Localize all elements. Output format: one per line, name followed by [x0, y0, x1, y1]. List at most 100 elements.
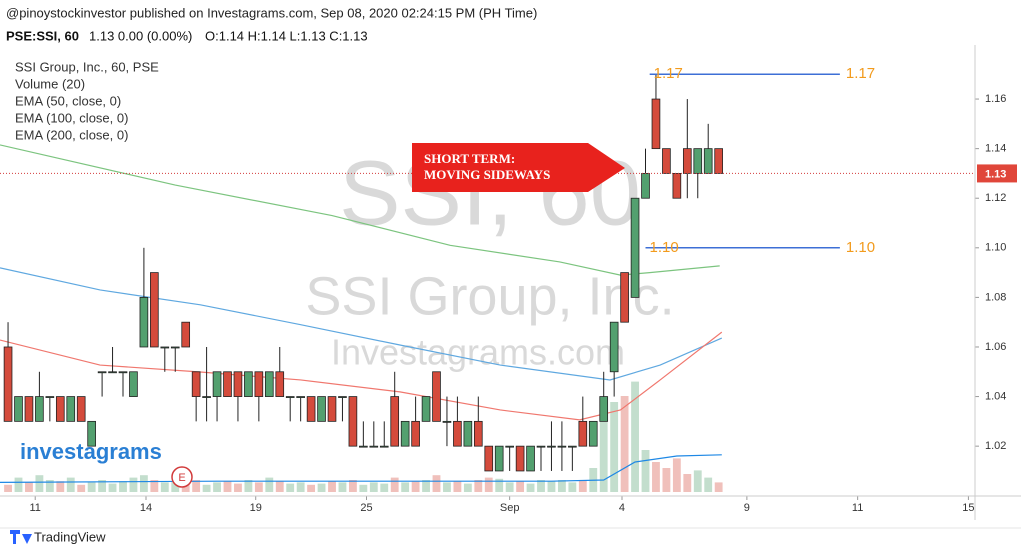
volume-bar [328, 481, 336, 492]
candle-body [557, 445, 567, 448]
candle-body [609, 321, 619, 373]
volume-bar [181, 482, 190, 492]
x-tick-label: 11 [30, 502, 41, 514]
candle-body [348, 396, 358, 447]
candle-body [317, 396, 326, 422]
candle-body [24, 396, 34, 422]
candle-body [296, 396, 305, 398]
candle-body [505, 445, 514, 448]
volume-bar [171, 481, 180, 492]
logo: investagrams [20, 439, 162, 464]
candle-body [662, 148, 671, 174]
volume-bar [578, 480, 587, 492]
volume-bar [380, 483, 389, 492]
volume-bar [432, 475, 441, 492]
x-tick-label: 14 [140, 502, 152, 514]
candle-body [160, 346, 170, 349]
volume-bar [390, 477, 399, 492]
volume-bar [463, 483, 472, 492]
volume-bar [537, 480, 545, 492]
candle-body [223, 371, 232, 397]
ema-line [0, 331, 723, 421]
volume-bar [495, 478, 504, 492]
candle-body [14, 396, 23, 422]
candle-body [641, 173, 650, 199]
candle-body [536, 445, 546, 448]
volume-bar [223, 481, 232, 492]
candle-body [484, 445, 494, 472]
candle-body [547, 445, 556, 448]
candle-body [463, 420, 473, 447]
callout-text: SHORT TERM: [424, 151, 515, 166]
volume-bar [557, 480, 566, 492]
volume-bar [401, 482, 410, 492]
x-tick-label: 4 [619, 502, 625, 514]
candle-body [254, 371, 264, 397]
candle-body [66, 396, 76, 422]
candle-body [306, 396, 316, 422]
volume-bar [56, 481, 65, 492]
y-tick-label: 1.14 [985, 143, 1006, 155]
candle-body [453, 420, 462, 447]
tradingview-icon [10, 530, 32, 544]
watermark-name: SSI Group, Inc. [305, 266, 674, 326]
last-price-label: 1.13 [985, 168, 1006, 180]
candle-body [202, 396, 211, 398]
legend-entry: EMA (100, close, 0) [15, 110, 128, 125]
volume-bar [411, 481, 420, 492]
candle-body [129, 371, 138, 397]
volume-bar [45, 480, 54, 492]
volume-bar [348, 480, 357, 492]
volume-bar [359, 484, 368, 492]
volume-bar [683, 474, 692, 492]
earnings-badge-text[interactable]: E [178, 472, 185, 484]
volume-bar [307, 484, 316, 492]
volume-bar [77, 484, 86, 492]
legend-entry: Volume (20) [15, 76, 85, 91]
level-label: 1.10 [846, 239, 875, 256]
y-tick-label: 1.16 [985, 93, 1006, 105]
volume-bar [286, 483, 295, 492]
candle-body [338, 396, 347, 398]
volume-bar [4, 484, 12, 492]
volume-bar [599, 414, 608, 492]
candle-body [285, 396, 295, 398]
candle-body [703, 148, 713, 174]
legend-entry: SSI Group, Inc., 60, PSE [15, 59, 159, 74]
publish-line: @pinoystockinvestor published on Investa… [6, 5, 537, 20]
level-label: 1.10 [650, 239, 679, 256]
candle-body [108, 371, 117, 374]
callout-text: MOVING SIDEWAYS [424, 167, 550, 182]
level-label: 1.17 [654, 65, 683, 82]
ema-line [0, 267, 723, 381]
volume-bar [631, 381, 639, 492]
x-tick-label: 15 [962, 502, 974, 514]
volume-bar [526, 483, 535, 492]
volume-bar [98, 480, 107, 492]
plot [0, 73, 979, 500]
legend-entry: EMA (200, close, 0) [15, 127, 128, 142]
volume-bar [296, 482, 305, 492]
watermark-site: Investagrams.com [331, 332, 625, 373]
legend-entry: EMA (50, close, 0) [15, 93, 121, 108]
candle-body [411, 420, 420, 447]
callout-box [412, 143, 625, 192]
symbol: PSE:SSI, 60 [6, 28, 79, 43]
chart-background [0, 45, 1021, 520]
earnings-badge[interactable] [171, 466, 193, 488]
volume-bar [317, 483, 326, 492]
volume-bar [474, 480, 483, 492]
volume-bar [620, 396, 629, 492]
quote: 1.13 0.00 (0.00%) [89, 28, 192, 43]
volume-bar [453, 481, 462, 492]
last-price-box [977, 164, 1017, 183]
candle-body [390, 396, 400, 447]
candle-body [264, 371, 274, 397]
x-tick-label: 19 [250, 502, 262, 514]
volume-bar [150, 480, 159, 492]
callout: SHORT TERM: MOVING SIDEWAYS [412, 143, 625, 192]
candle-body [212, 371, 222, 397]
volume-bar [714, 482, 723, 492]
candle-body [139, 296, 149, 348]
volume-bar [87, 482, 96, 492]
